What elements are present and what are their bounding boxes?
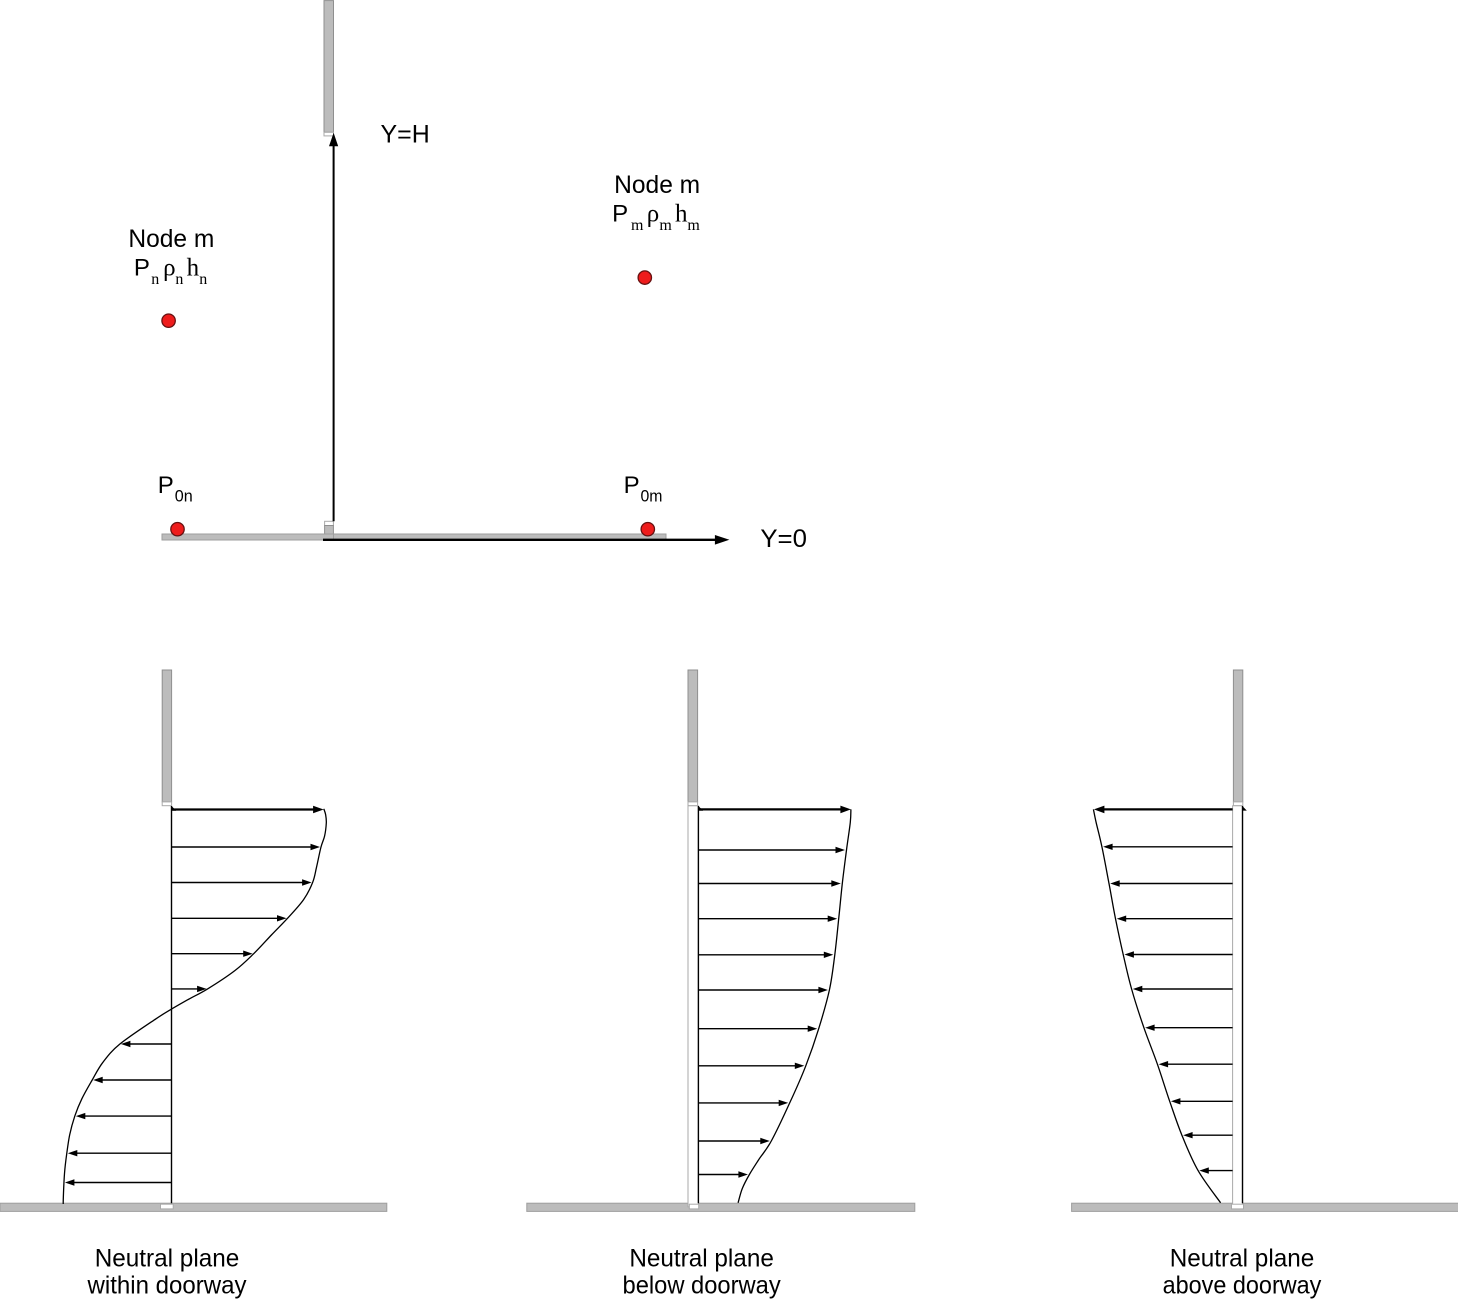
- svg-text:h: h: [187, 255, 200, 282]
- svg-text:ρ: ρ: [163, 255, 175, 282]
- svg-text:0n: 0n: [175, 486, 193, 505]
- svg-text:Neutral plane: Neutral plane: [1170, 1244, 1315, 1272]
- svg-text:n: n: [199, 271, 207, 288]
- svg-text:Neutral plane: Neutral plane: [95, 1244, 240, 1272]
- svg-text:h: h: [675, 201, 688, 228]
- svg-text:P: P: [624, 472, 640, 499]
- svg-text:P: P: [158, 472, 174, 499]
- svg-text:Neutral plane: Neutral plane: [629, 1244, 774, 1272]
- svg-text:0m: 0m: [641, 486, 663, 505]
- svg-text:above doorway: above doorway: [1163, 1271, 1322, 1299]
- svg-text:P: P: [134, 255, 150, 282]
- svg-text:m: m: [687, 217, 700, 234]
- svg-text:Node m: Node m: [614, 171, 700, 199]
- svg-text:ρ: ρ: [647, 201, 659, 228]
- svg-text:n: n: [151, 271, 159, 288]
- svg-text:m: m: [659, 217, 672, 234]
- svg-text:Y=0: Y=0: [760, 525, 807, 553]
- svg-text:Node m: Node m: [128, 225, 214, 253]
- svg-text:m: m: [631, 217, 644, 234]
- svg-text:n: n: [175, 271, 183, 288]
- svg-text:within doorway: within doorway: [87, 1271, 247, 1299]
- svg-text:P: P: [612, 201, 628, 228]
- svg-text:Y=H: Y=H: [381, 121, 430, 149]
- svg-text:below doorway: below doorway: [623, 1271, 782, 1299]
